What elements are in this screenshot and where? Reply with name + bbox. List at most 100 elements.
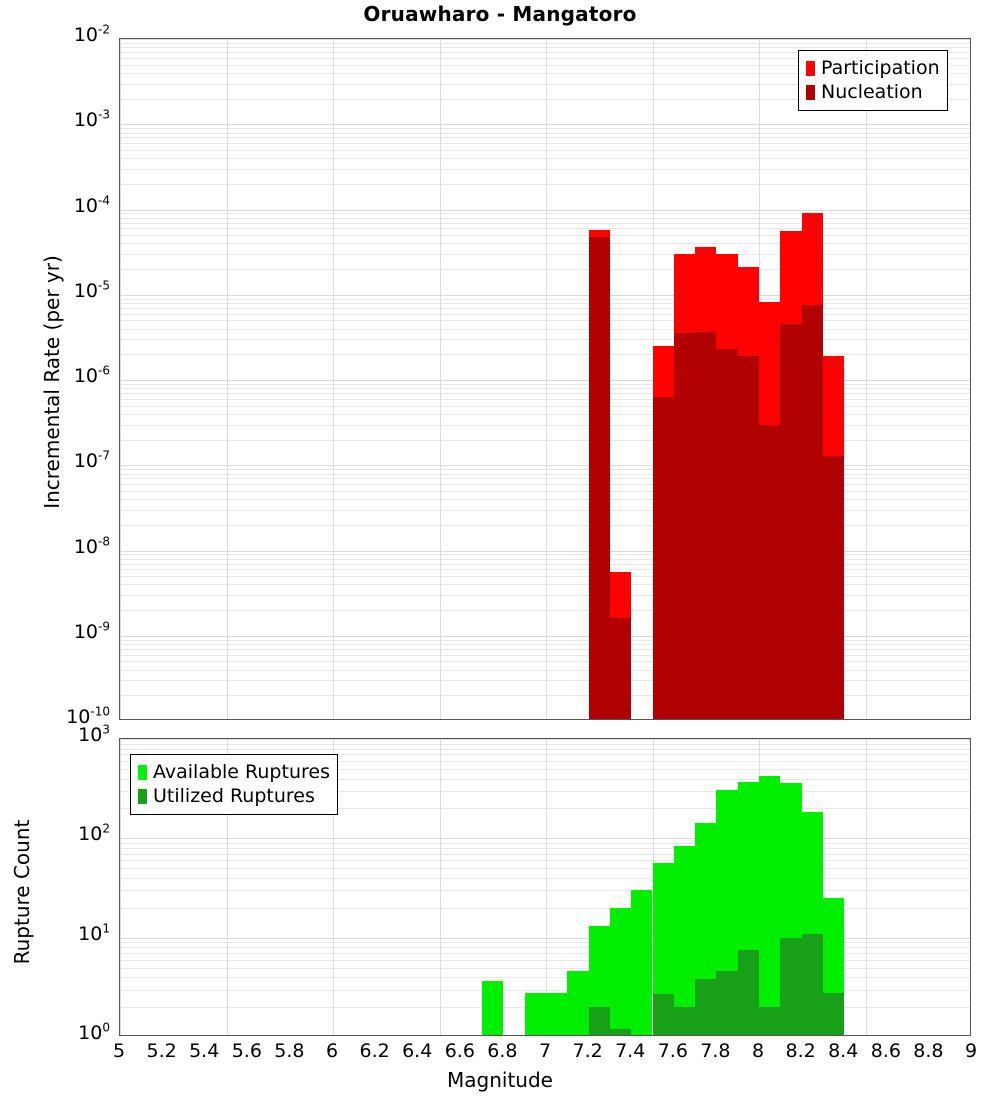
x-tick-label: 6 [325, 1040, 339, 1062]
gridline [120, 868, 970, 869]
bar [588, 237, 610, 719]
gridline [546, 39, 547, 719]
gridline [120, 84, 970, 85]
legend-label-participation: Participation [821, 56, 940, 79]
gridline [120, 329, 970, 330]
bar [652, 863, 674, 1035]
gridline [227, 39, 228, 719]
gridline [120, 761, 970, 762]
y-tick-label: 103 [78, 722, 110, 746]
top-gridlines [120, 39, 970, 719]
gridline [120, 554, 970, 555]
bar [631, 890, 653, 1035]
gridline [120, 649, 970, 650]
gridline [120, 525, 970, 526]
gridline [120, 299, 970, 300]
x-tick-label: 7 [538, 1040, 552, 1062]
gridline [120, 595, 970, 596]
gridline [120, 213, 970, 214]
legend-swatch-utilized-ruptures [138, 788, 147, 804]
bar [652, 994, 674, 1035]
gridline [120, 354, 970, 355]
gridline [120, 670, 970, 671]
top-bars [120, 39, 970, 719]
gridline [120, 388, 970, 389]
top-legend: Participation Nucleation [798, 50, 948, 111]
gridline [120, 569, 970, 570]
x-tick-label: 6.8 [487, 1040, 518, 1062]
y-tick-label: 101 [78, 921, 110, 945]
gridline [120, 510, 970, 511]
incremental-rate-chart [119, 38, 971, 720]
gridline [120, 320, 970, 321]
x-tick-label: 5.4 [189, 1040, 220, 1062]
bar [759, 1007, 781, 1035]
bar [780, 937, 802, 1035]
gridline [120, 143, 970, 144]
gridline [120, 878, 970, 879]
x-tick-label: 7.4 [615, 1040, 646, 1062]
gridline [120, 184, 970, 185]
gridline [120, 551, 970, 552]
gridline [120, 73, 970, 74]
gridline [120, 99, 970, 100]
bar [716, 971, 738, 1035]
gridline [120, 860, 970, 861]
gridline [120, 854, 970, 855]
y-tick-label: 10-10 [66, 704, 110, 728]
x-tick-label: 8.8 [913, 1040, 944, 1062]
y-tick-label: 10-7 [73, 448, 110, 473]
gridline [120, 499, 970, 500]
gridline [120, 39, 121, 719]
gridline [120, 384, 970, 385]
gridline [120, 128, 970, 129]
gridline [120, 968, 970, 969]
gridline [120, 908, 970, 909]
gridline [120, 491, 970, 492]
x-tick-label: 6.4 [402, 1040, 433, 1062]
x-tick-label: 5.8 [274, 1040, 305, 1062]
gridline [120, 744, 970, 745]
legend-swatch-nucleation [806, 84, 815, 100]
gridline [120, 414, 970, 415]
x-tick-label: 8.6 [870, 1040, 901, 1062]
gridline [120, 308, 970, 309]
gridline [440, 39, 441, 719]
gridline [120, 469, 970, 470]
legend-item-available-ruptures: Available Ruptures [138, 760, 330, 784]
gridline [120, 440, 970, 441]
gridline [120, 133, 970, 134]
gridline [120, 953, 970, 954]
gridline [120, 43, 970, 44]
gridline [120, 977, 970, 978]
gridline [120, 406, 970, 407]
x-tick-label: 5.6 [231, 1040, 262, 1062]
gridline [120, 947, 970, 948]
y-tick-label: 10-3 [73, 107, 110, 132]
gridline [120, 235, 970, 236]
gridline [120, 478, 970, 479]
bar [801, 933, 823, 1035]
gridline [120, 680, 970, 681]
bar [567, 971, 589, 1035]
y-tick-label: 10-4 [73, 193, 110, 217]
x-tick-label: 9 [964, 1040, 978, 1062]
gridline [120, 990, 970, 991]
bottom-y-axis-label: Rupture Count [10, 819, 34, 965]
gridline [120, 39, 970, 40]
page-title: Oruawharo - Mangatoro [363, 2, 637, 26]
gridline [120, 47, 970, 48]
gridline [120, 314, 970, 315]
gridline [120, 838, 970, 839]
bar [695, 979, 717, 1035]
gridline [120, 640, 970, 641]
gridline [120, 769, 970, 770]
legend-item-nucleation: Nucleation [806, 80, 940, 104]
gridline [120, 52, 970, 53]
gridline [120, 474, 970, 475]
legend-swatch-available-ruptures [138, 764, 147, 780]
gridline [120, 150, 970, 151]
bar [737, 950, 759, 1035]
gridline [120, 339, 970, 340]
